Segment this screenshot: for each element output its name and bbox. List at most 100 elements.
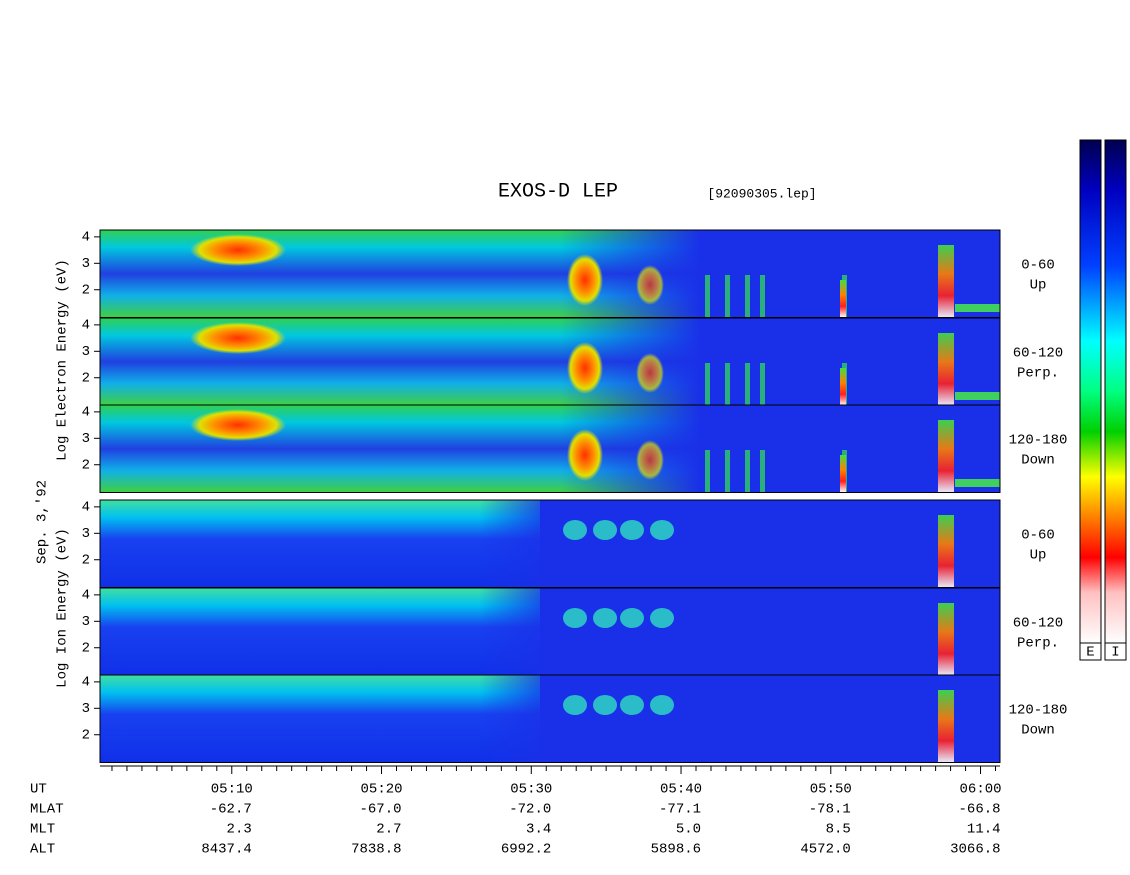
y-tick-label: 3 (82, 344, 90, 360)
x-tick-label: 05:30 (510, 782, 552, 798)
panel-angle: 120-180 (1009, 433, 1068, 449)
x-tick-label: 05:20 (361, 782, 403, 798)
streak (745, 363, 750, 406)
y-tick-label: 3 (82, 431, 90, 447)
y-tick-label: 4 (82, 230, 90, 246)
panel-frame (99, 404, 1001, 493)
ephemeris-value: 6992.2 (501, 842, 551, 858)
y-tick-label: 3 (82, 701, 90, 717)
ephemeris-value: -66.8 (959, 802, 1001, 818)
spectrogram (100, 588, 1000, 676)
y-tick-label: 2 (82, 727, 90, 743)
x-tick-label: 06:00 (960, 782, 1002, 798)
y-tick-label: 2 (82, 640, 90, 656)
colorbar-label: I (1111, 645, 1119, 661)
band (100, 675, 540, 763)
colorbar (1079, 139, 1102, 644)
band (955, 304, 1000, 312)
hot-spot (636, 440, 664, 480)
fade (480, 675, 560, 763)
colorbar (1104, 139, 1127, 644)
y-tick-label: 3 (82, 256, 90, 272)
hot-spot (567, 254, 603, 306)
y-tick-label: 2 (82, 457, 90, 473)
band (100, 500, 540, 588)
spike (938, 245, 954, 318)
ephemeris-name: MLAT (30, 802, 64, 818)
hot-spot (190, 409, 286, 441)
blob (563, 520, 587, 540)
panel-angle: 120-180 (1009, 703, 1068, 719)
hot-spot (636, 353, 664, 393)
y-tick-label: 2 (82, 370, 90, 386)
y-tick-label: 4 (82, 675, 90, 691)
panel-angle: 60-120 (1013, 616, 1063, 632)
panel-direction: Perp. (1017, 636, 1059, 652)
hot-spot (567, 429, 603, 481)
y-axis-label: Log Ion Energy (eV) (55, 528, 71, 688)
ephemeris-value: -77.1 (659, 802, 701, 818)
streak (725, 363, 730, 406)
x-tick-label: 05:40 (660, 782, 702, 798)
spectrogram (100, 500, 1000, 588)
title: EXOS-D LEP (498, 180, 618, 203)
ephemeris-value: -72.0 (509, 802, 551, 818)
ephemeris-value: -78.1 (809, 802, 851, 818)
y-tick-label: 4 (82, 500, 90, 516)
y-tick-label: 4 (82, 588, 90, 604)
spike (840, 455, 846, 493)
hot-spot (190, 322, 286, 354)
streak (745, 450, 750, 493)
spectrogram (100, 318, 1000, 406)
colorbar-label-box (1079, 642, 1102, 661)
hot-spot (636, 265, 664, 305)
spectrogram (100, 405, 1000, 493)
hot-spot (190, 234, 286, 266)
ephemeris-name: MLT (30, 822, 55, 838)
blob (593, 520, 617, 540)
spike (840, 368, 846, 406)
streak (725, 275, 730, 318)
y-axis-label: Log Electron Energy (eV) (55, 259, 71, 461)
panel-direction: Perp. (1017, 366, 1059, 382)
spike (938, 690, 954, 763)
ephemeris-value: 4572.0 (800, 842, 850, 858)
y-tick-label: 3 (82, 614, 90, 630)
ephemeris-value: 7838.8 (351, 842, 401, 858)
panel-frame (99, 674, 1001, 763)
streak (705, 275, 710, 318)
blob (650, 608, 674, 628)
streak (760, 363, 765, 406)
band (955, 479, 1000, 487)
panel-direction: Down (1021, 723, 1055, 739)
y-tick-label: 2 (82, 282, 90, 298)
blob (620, 608, 644, 628)
spike (840, 280, 846, 318)
ephemeris-name: ALT (30, 842, 55, 858)
ephemeris-value: 3066.8 (950, 842, 1000, 858)
colorbar-label: E (1086, 645, 1094, 661)
colorbar-label-box (1104, 642, 1127, 661)
blob (650, 695, 674, 715)
blob (593, 695, 617, 715)
file-name: [92090305.lep] (707, 186, 816, 201)
ephemeris-value: 2.3 (227, 822, 252, 838)
ephemeris-value: -67.0 (360, 802, 402, 818)
spike (938, 603, 954, 676)
panel-direction: Down (1021, 453, 1055, 469)
streak (745, 275, 750, 318)
ephemeris-value: 8.5 (826, 822, 851, 838)
y-tick-label: 4 (82, 318, 90, 334)
x-axis-label: UT (30, 782, 47, 798)
spectrogram (100, 230, 1000, 318)
panel-direction: Up (1030, 278, 1047, 294)
blob (650, 520, 674, 540)
spike (938, 515, 954, 588)
ephemeris-value: 5898.6 (651, 842, 701, 858)
blob (563, 695, 587, 715)
streak (705, 450, 710, 493)
y-tick-label: 4 (82, 405, 90, 421)
blob (563, 608, 587, 628)
fade (480, 500, 560, 588)
